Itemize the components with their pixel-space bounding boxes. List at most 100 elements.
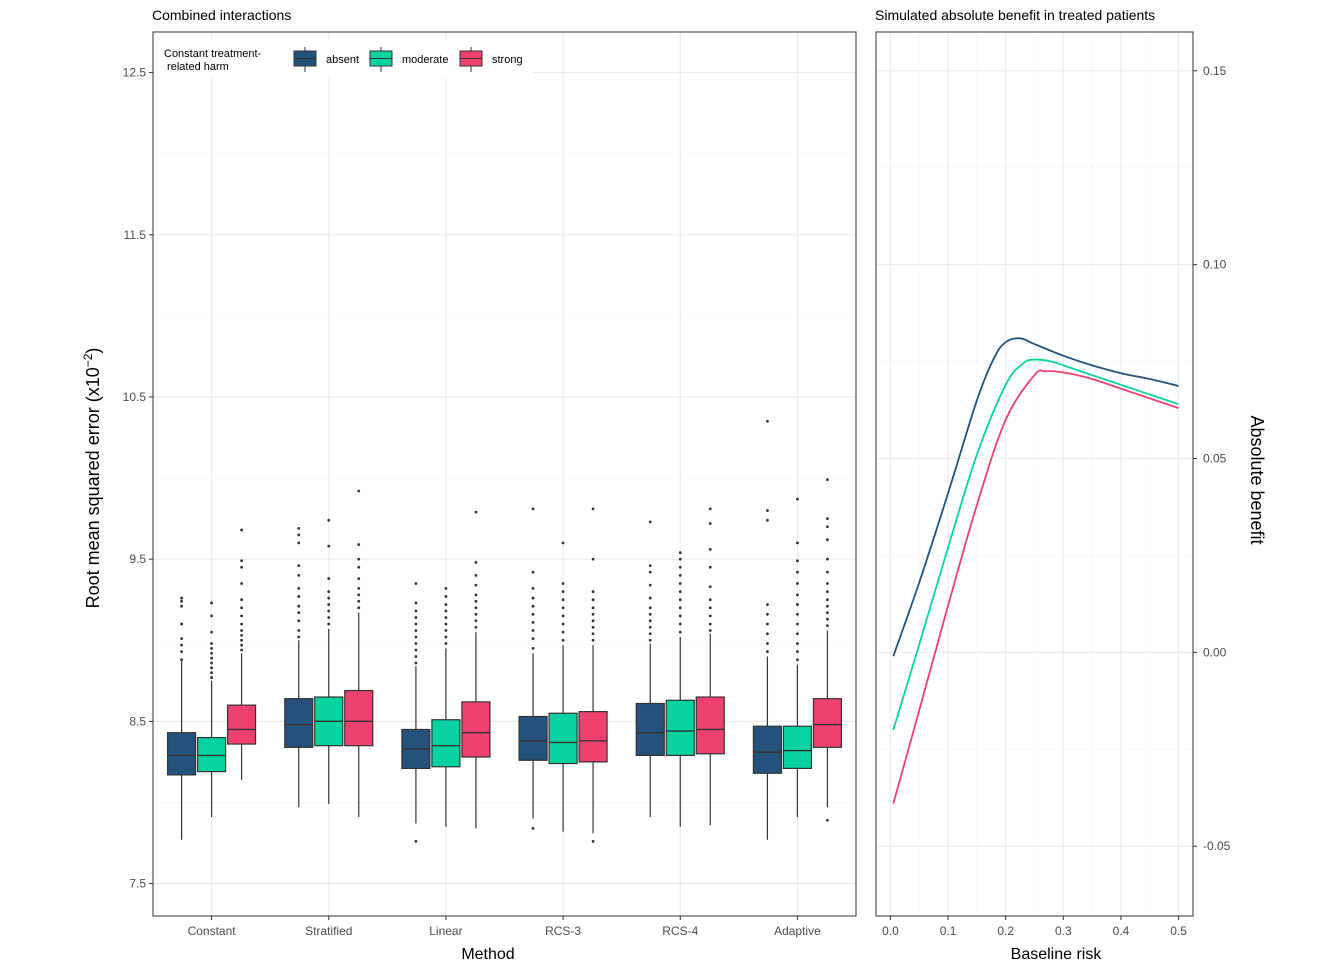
outlier-point: [826, 478, 829, 482]
boxplot-y-axis-label: Root mean squared error (x10−2): [81, 348, 103, 609]
outlier-point: [766, 632, 769, 636]
y-tick-label: 12.5: [123, 66, 147, 80]
outlier-point: [591, 632, 595, 636]
x-tick-label: 0.1: [940, 924, 957, 938]
outlier-point: [444, 622, 448, 626]
box-absent-adaptive: [752, 419, 783, 840]
box-iqr: [461, 701, 491, 758]
outlier-point: [414, 582, 418, 585]
outlier-point: [826, 598, 829, 602]
outlier-point: [357, 606, 361, 610]
outlier-point: [210, 642, 213, 645]
line-strong: [892, 369, 1179, 804]
outlier-point: [444, 586, 448, 590]
outlier-point: [474, 561, 478, 564]
outlier-point: [414, 661, 418, 665]
outlier-point: [180, 596, 183, 600]
outlier-point: [414, 616, 418, 619]
box-strong-linear: [461, 510, 491, 829]
outlier-point: [678, 606, 682, 610]
outlier-point: [591, 598, 595, 602]
box-absent-rcs-3: [518, 507, 548, 830]
outlier-point: [240, 638, 243, 642]
outlier-point: [297, 533, 301, 537]
box-iqr: [635, 702, 665, 757]
outlier-point: [327, 590, 331, 593]
outlier-point: [826, 624, 829, 628]
outlier-point: [678, 551, 682, 555]
outlier-point: [444, 635, 448, 639]
y-tick-label: -0.05: [1203, 839, 1231, 853]
outlier-point: [648, 520, 652, 524]
outlier-point: [180, 637, 183, 641]
outlier-point: [648, 596, 652, 600]
outlier-point: [678, 614, 682, 618]
outlier-point: [796, 658, 799, 662]
outlier-point: [474, 583, 478, 587]
x-tick-label: Adaptive: [774, 924, 821, 938]
box-moderate-constant: [196, 601, 227, 818]
box-iqr: [578, 711, 608, 763]
outlier-point: [414, 629, 418, 632]
outlier-point: [678, 590, 682, 593]
outlier-point: [561, 590, 565, 593]
outlier-point: [474, 625, 478, 629]
boxplot-panel-border: [152, 31, 857, 917]
outlier-point: [766, 612, 769, 616]
outlier-point: [561, 630, 565, 634]
legend-key-absent: absent: [293, 47, 359, 72]
line-y-axis-label: Absolute benefit: [1247, 415, 1267, 544]
outlier-point: [474, 599, 478, 603]
outlier-point: [826, 538, 829, 542]
outlier-point: [766, 518, 769, 522]
y-tick-label: 11.5: [124, 228, 147, 242]
line-x-axis-label: Baseline risk: [1011, 946, 1103, 960]
y-axis-label-exponent: −2: [81, 353, 95, 367]
outlier-point: [474, 573, 478, 577]
outlier-point: [414, 648, 418, 652]
outlier-point: [327, 596, 331, 600]
box-iqr: [665, 699, 695, 757]
outlier-point: [766, 603, 769, 606]
outlier-point: [678, 582, 682, 585]
outlier-point: [180, 622, 183, 626]
outlier-point: [210, 666, 213, 670]
outlier-point: [414, 609, 418, 613]
outlier-point: [648, 570, 652, 574]
x-tick-label: Linear: [429, 924, 462, 938]
outlier-point: [648, 606, 652, 610]
outlier-point: [297, 604, 301, 608]
legend-label-moderate: moderate: [402, 54, 448, 66]
boxplot-title: Combined interactions: [152, 7, 291, 23]
outlier-point: [240, 633, 243, 637]
outlier-point: [708, 606, 712, 610]
outlier-point: [591, 590, 595, 593]
outlier-point: [796, 541, 799, 545]
box-moderate-rcs-4: [665, 551, 695, 827]
outlier-point: [444, 629, 448, 632]
outlier-point: [708, 565, 712, 569]
outlier-point: [826, 611, 829, 615]
outlier-point: [678, 565, 682, 569]
box-absent-linear: [401, 582, 431, 843]
outlier-point: [210, 676, 213, 679]
outlier-point: [796, 582, 799, 585]
y-axis-label-close: ): [83, 348, 103, 354]
y-tick-label: 9.5: [129, 552, 146, 566]
outlier-point: [826, 582, 829, 585]
outlier-point: [796, 497, 799, 501]
legend: Constant treatment- related harm absent m…: [155, 40, 533, 78]
legend-label-absent: absent: [326, 54, 359, 66]
outlier-point: [357, 586, 361, 590]
outlier-point: [796, 650, 799, 654]
outlier-point: [708, 507, 712, 511]
outlier-point: [240, 622, 243, 626]
outlier-point: [357, 543, 361, 546]
box-iqr: [284, 698, 314, 748]
outlier-point: [591, 507, 595, 511]
outlier-point: [444, 595, 448, 598]
outlier-point: [474, 619, 478, 623]
box-iqr: [166, 732, 197, 776]
line-panel: -0.05 0.00 0.05 0.10 0.15 0.0 0.1 0.2 0.3 0.4 0.5…: [875, 7, 1267, 960]
outlier-point: [240, 565, 243, 569]
